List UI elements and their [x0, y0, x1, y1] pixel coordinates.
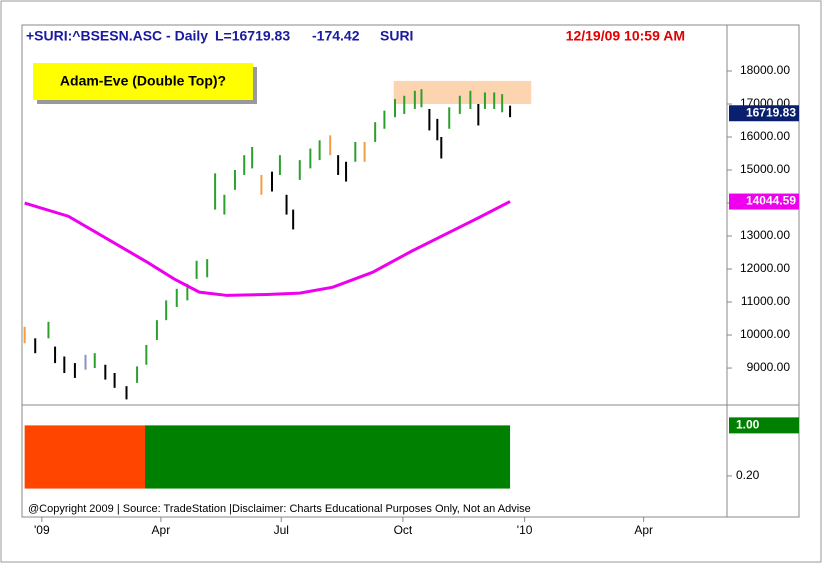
- annotation-box: [33, 63, 253, 100]
- x-tick-label: '09: [34, 523, 50, 537]
- y-tick-label: 16000.00: [740, 129, 790, 143]
- indicator-bar: [145, 425, 511, 489]
- plot-frame: [21, 24, 800, 518]
- header-last: L=16719.83: [215, 28, 290, 44]
- y-tick-label: 10000.00: [740, 327, 790, 341]
- last-price: 16719.83: [746, 105, 796, 119]
- copyright: @Copyright 2009 | Source: TradeStation |…: [28, 503, 531, 515]
- y-tick-label: 13000.00: [740, 228, 790, 242]
- annotation: Adam-Eve (Double Top)?: [60, 73, 226, 89]
- header-timestamp: 12/19/09 10:59 AM: [566, 28, 685, 44]
- x-tick-label: Oct: [394, 523, 413, 537]
- x-tick-label: Apr: [152, 523, 171, 537]
- moving-average: [24, 200, 511, 297]
- y-tick-label: 12000.00: [740, 261, 790, 275]
- indicator-bar: [24, 425, 146, 489]
- header-symbol: +SURI:^BSESN.ASC - Daily: [26, 28, 208, 44]
- last-price-box: [729, 105, 799, 122]
- indicator-last: 1.00: [736, 418, 760, 432]
- y-tick-label: 11000.00: [741, 294, 790, 308]
- x-tick-label: '10: [517, 523, 533, 537]
- indicator-tick-label: 0.20: [736, 468, 760, 482]
- header-source: SURI: [380, 28, 413, 44]
- highlight-zone: [393, 80, 532, 105]
- ma-last: 14044.59: [746, 194, 796, 208]
- x-tick-label: Apr: [634, 523, 653, 537]
- y-tick-label: 18000.00: [740, 63, 790, 77]
- x-tick-label: Jul: [274, 523, 289, 537]
- y-tick-label: 9000.00: [747, 360, 791, 374]
- ma-last-box: [729, 193, 799, 210]
- y-tick-label: 15000.00: [740, 162, 790, 176]
- indicator-last-box: [729, 417, 799, 434]
- header-change: -174.42: [312, 28, 360, 44]
